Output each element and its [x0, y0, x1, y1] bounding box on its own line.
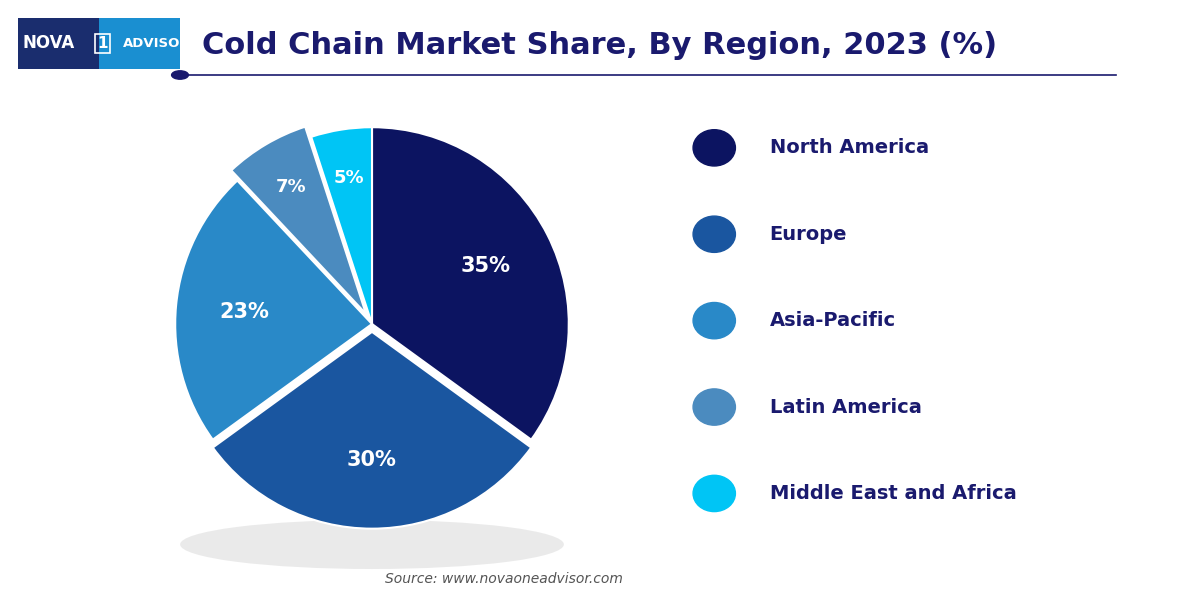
Ellipse shape: [180, 520, 564, 569]
Text: Asia-Pacific: Asia-Pacific: [769, 311, 896, 330]
Text: ADVISOR: ADVISOR: [124, 37, 191, 50]
Circle shape: [694, 130, 736, 166]
Text: NOVA: NOVA: [23, 34, 76, 52]
Wedge shape: [212, 332, 532, 529]
Circle shape: [694, 389, 736, 425]
Circle shape: [694, 475, 736, 512]
Text: Cold Chain Market Share, By Region, 2023 (%): Cold Chain Market Share, By Region, 2023…: [203, 31, 997, 59]
Wedge shape: [232, 127, 366, 314]
Text: 7%: 7%: [276, 178, 306, 196]
Text: Middle East and Africa: Middle East and Africa: [769, 484, 1016, 503]
Text: 5%: 5%: [334, 169, 365, 187]
Wedge shape: [311, 127, 372, 324]
Wedge shape: [372, 127, 569, 440]
Text: 35%: 35%: [461, 256, 511, 276]
FancyBboxPatch shape: [18, 18, 100, 69]
Text: 23%: 23%: [220, 302, 270, 322]
Circle shape: [694, 302, 736, 339]
Text: Europe: Europe: [769, 225, 847, 244]
Wedge shape: [175, 181, 372, 440]
FancyBboxPatch shape: [100, 18, 180, 69]
Text: Source: www.novaoneadvisor.com: Source: www.novaoneadvisor.com: [385, 572, 623, 586]
Text: 1: 1: [97, 36, 108, 51]
Circle shape: [694, 216, 736, 253]
Text: 30%: 30%: [347, 450, 397, 470]
Text: Latin America: Latin America: [769, 398, 922, 416]
Text: North America: North America: [769, 139, 929, 157]
